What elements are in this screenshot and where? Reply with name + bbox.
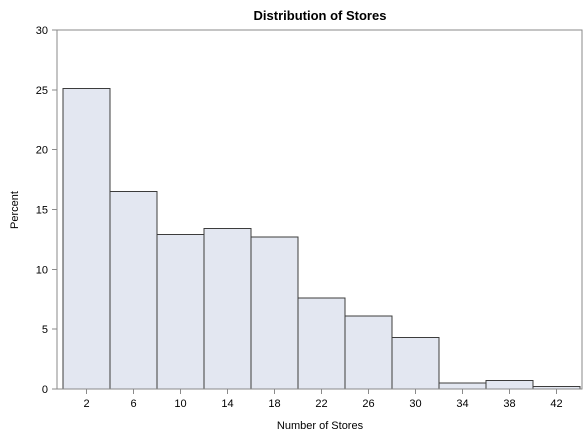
y-tick-label: 5	[42, 324, 48, 336]
histogram-bar	[109, 191, 158, 390]
chart-title: Distribution of Stores	[254, 8, 387, 23]
y-tick-label: 25	[36, 85, 48, 97]
x-tick-label: 10	[174, 398, 186, 410]
y-tick-label: 0	[42, 384, 48, 396]
y-tick-label: 15	[36, 205, 48, 217]
bars-layer	[62, 88, 581, 390]
y-tick-label: 30	[36, 25, 48, 37]
histogram-bar	[344, 315, 393, 390]
histogram-bar	[203, 228, 252, 390]
y-axis-label: Percent	[9, 191, 21, 229]
y-tick-label: 10	[36, 264, 48, 276]
x-axis-label: Number of Stores	[277, 420, 364, 432]
x-tick-label: 26	[362, 398, 374, 410]
x-tick-label: 2	[83, 398, 89, 410]
y-tick-label: 20	[36, 145, 48, 157]
x-tick-label: 42	[550, 398, 562, 410]
x-ticks-layer: 2 6 10 14 18 22 26 30 34 38 42	[83, 389, 563, 410]
histogram-bar	[297, 297, 346, 390]
y-ticks-layer: 0 5 10 15 20 25 30	[36, 25, 57, 396]
x-tick-label: 22	[315, 398, 327, 410]
histogram-bar	[62, 88, 111, 390]
x-tick-label: 6	[130, 398, 136, 410]
histogram-bar	[250, 236, 299, 390]
x-tick-label: 30	[409, 398, 421, 410]
histogram-bar	[156, 234, 205, 390]
x-tick-label: 14	[221, 398, 233, 410]
histogram-bar	[485, 380, 534, 390]
x-tick-label: 38	[503, 398, 515, 410]
histogram-bar	[391, 337, 440, 390]
histogram-bar	[438, 382, 487, 390]
x-tick-label: 18	[268, 398, 280, 410]
x-tick-label: 34	[456, 398, 468, 410]
